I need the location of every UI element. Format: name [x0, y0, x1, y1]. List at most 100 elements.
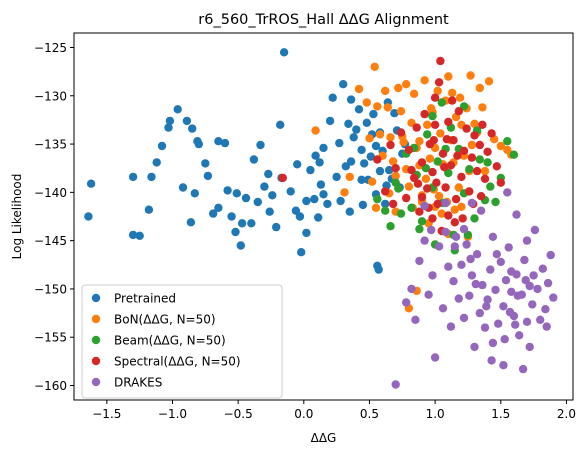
- data-point: [319, 190, 328, 199]
- plot-frame: [73, 32, 574, 401]
- data-point: [404, 182, 414, 191]
- data-point: [458, 214, 467, 223]
- legend-label: Pretrained: [114, 292, 176, 306]
- data-point: [476, 192, 486, 201]
- data-point: [272, 222, 281, 232]
- data-point: [434, 242, 444, 251]
- data-point: [433, 157, 442, 166]
- data-point: [538, 264, 547, 273]
- data-point: [525, 342, 534, 352]
- data-point: [164, 123, 173, 132]
- data-point: [388, 157, 398, 166]
- data-point: [302, 196, 311, 206]
- data-point: [209, 209, 218, 218]
- data-point: [412, 123, 421, 132]
- data-point: [483, 295, 492, 304]
- data-point: [354, 84, 364, 94]
- data-point: [494, 319, 503, 328]
- data-point: [336, 196, 345, 206]
- y-tick-label: −150: [34, 282, 67, 296]
- data-point: [346, 95, 356, 104]
- data-point: [223, 186, 232, 195]
- data-point: [428, 214, 437, 223]
- data-point: [454, 183, 463, 192]
- data-point: [451, 194, 461, 204]
- data-point: [385, 165, 394, 175]
- data-point: [467, 153, 477, 162]
- data-point: [436, 129, 445, 138]
- data-point: [421, 174, 431, 183]
- data-point: [488, 338, 498, 348]
- data-point: [444, 117, 453, 127]
- data-point: [446, 322, 456, 331]
- data-point: [503, 137, 512, 146]
- data-point: [420, 76, 429, 85]
- data-point: [178, 183, 188, 192]
- data-point: [165, 116, 175, 126]
- data-point: [391, 380, 400, 389]
- data-point: [84, 212, 93, 221]
- data-point: [260, 182, 269, 191]
- legend-marker: [91, 293, 101, 303]
- data-point: [499, 361, 508, 370]
- data-point: [424, 290, 433, 299]
- data-point: [503, 188, 512, 197]
- data-point: [417, 193, 427, 202]
- data-point: [483, 158, 492, 167]
- data-point: [434, 78, 444, 87]
- data-point: [441, 227, 450, 237]
- data-point: [152, 158, 161, 167]
- data-point: [465, 187, 474, 196]
- data-point: [436, 56, 445, 66]
- data-point: [190, 189, 199, 198]
- data-point: [310, 194, 319, 204]
- data-point: [433, 86, 442, 96]
- data-point: [286, 187, 295, 196]
- data-point: [415, 137, 424, 146]
- data-point: [438, 304, 448, 313]
- data-point: [428, 167, 437, 177]
- legend-marker: [91, 377, 101, 387]
- data-point: [478, 120, 487, 129]
- data-point: [328, 93, 337, 102]
- y-tick-label: −145: [34, 234, 67, 248]
- data-point: [423, 184, 432, 193]
- data-point: [472, 166, 482, 176]
- data-point: [446, 161, 456, 170]
- data-point: [437, 209, 446, 218]
- data-point: [386, 222, 395, 231]
- data-point: [543, 278, 553, 288]
- y-axis-label: Log Likelihood: [10, 174, 24, 260]
- data-point: [462, 124, 471, 133]
- data-point: [492, 250, 501, 259]
- data-point: [475, 155, 484, 164]
- data-point: [427, 225, 436, 235]
- data-point: [325, 116, 335, 126]
- data-point: [420, 236, 429, 245]
- data-point: [475, 140, 484, 150]
- data-point: [470, 214, 479, 223]
- data-point: [454, 294, 463, 303]
- data-point: [417, 158, 427, 167]
- data-point: [529, 271, 538, 280]
- data-point: [357, 175, 366, 184]
- data-point: [491, 285, 500, 295]
- data-point: [427, 104, 436, 113]
- data-point: [496, 178, 505, 187]
- data-point: [373, 194, 382, 204]
- data-point: [505, 307, 515, 317]
- data-point: [515, 331, 524, 340]
- data-point: [423, 130, 432, 139]
- data-point: [472, 250, 482, 259]
- legend-marker: [91, 335, 101, 345]
- data-point: [186, 218, 196, 227]
- data-point: [487, 356, 496, 365]
- data-point: [386, 133, 395, 142]
- data-point: [373, 102, 382, 111]
- data-point: [194, 139, 203, 149]
- data-point: [438, 149, 448, 158]
- data-point: [375, 130, 385, 139]
- data-point: [345, 172, 354, 182]
- data-point: [247, 219, 256, 228]
